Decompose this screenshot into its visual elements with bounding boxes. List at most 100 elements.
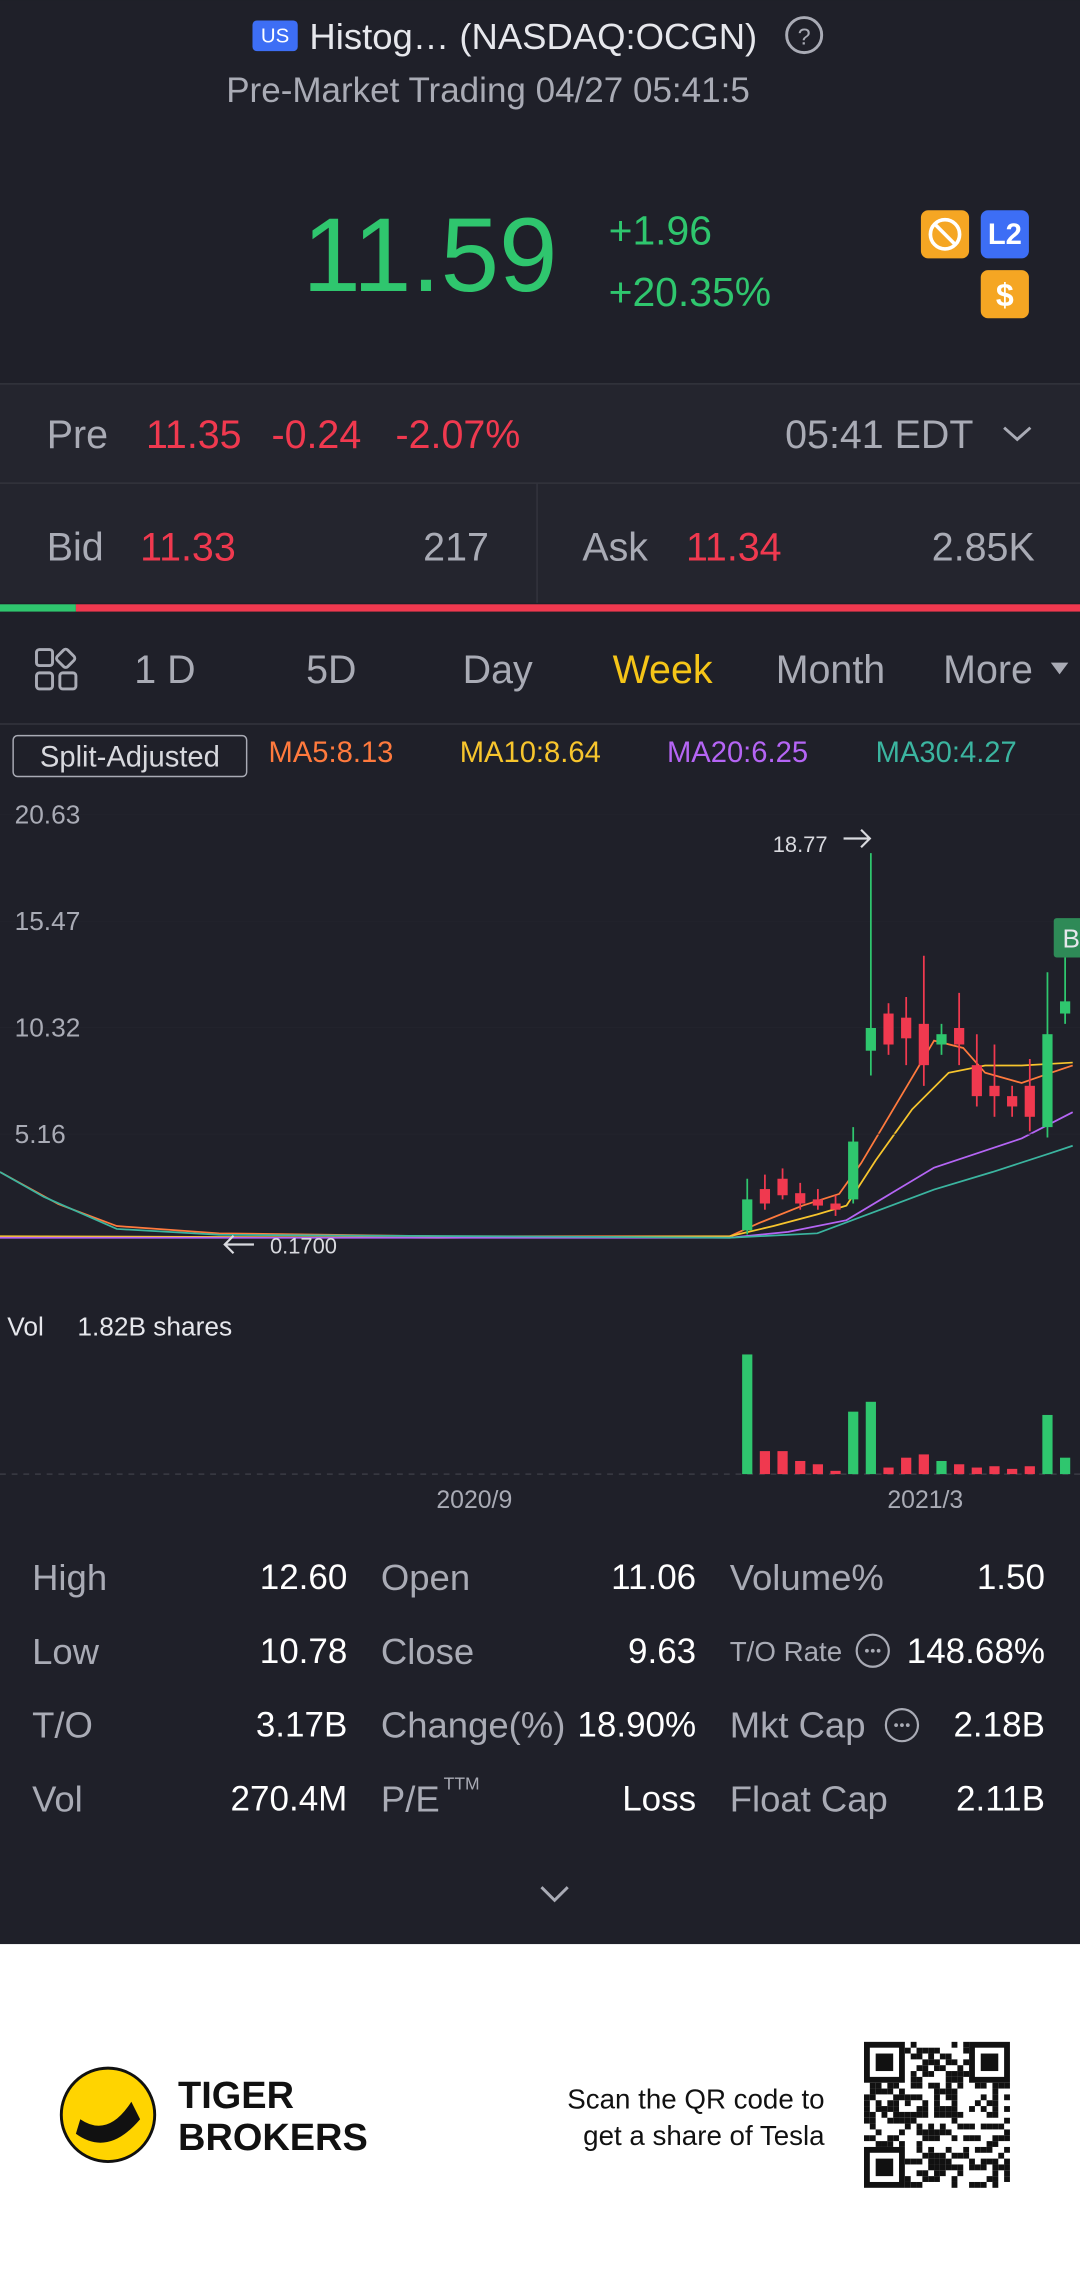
volume-bar — [742, 1354, 753, 1475]
qr-module — [864, 2135, 870, 2142]
help-icon-glyph: ? — [798, 24, 811, 50]
qr-module — [974, 2100, 981, 2107]
candle-body — [812, 1199, 823, 1206]
qr-module — [934, 2135, 940, 2142]
volume-bar — [865, 1401, 876, 1475]
qr-finder — [875, 2053, 894, 2072]
qr-module — [969, 2164, 975, 2171]
stat-label: Mkt Cap — [730, 1705, 866, 1746]
qr-module — [963, 2135, 970, 2142]
max-label: 18.77 — [773, 832, 828, 857]
tab[interactable]: Month — [776, 648, 885, 692]
qr-module — [893, 2100, 900, 2107]
qr-module — [945, 2059, 952, 2066]
marker-bg — [1053, 918, 1080, 958]
qr-module — [881, 2088, 888, 2095]
qr-module — [951, 2152, 958, 2159]
candle-body — [795, 1193, 806, 1204]
info-icon[interactable] — [884, 1708, 920, 1743]
chevron[interactable] — [1003, 426, 1032, 442]
qr-module — [899, 2088, 905, 2095]
qr-module — [893, 2082, 900, 2089]
brand: TIGER — [178, 2075, 294, 2117]
stat-label: Volume% — [730, 1557, 884, 1598]
qr-module — [916, 2129, 923, 2136]
qr-module — [969, 2123, 975, 2130]
y-tick-label: 10.32 — [15, 1013, 81, 1043]
more-arrow[interactable] — [1050, 662, 1069, 675]
layout-icon[interactable] — [35, 647, 78, 691]
qr-module — [899, 2111, 905, 2118]
qr-module — [1004, 2129, 1010, 2136]
qr-module — [939, 2111, 946, 2118]
ma-label: MA30:4.27 — [876, 737, 1017, 769]
qr-module — [945, 2088, 952, 2095]
currency-badge: $ — [996, 277, 1014, 313]
qr-module — [963, 2047, 970, 2054]
qr-module — [980, 2158, 987, 2165]
qr-module — [951, 2135, 958, 2142]
volume-bar — [1007, 1468, 1018, 1475]
qr-module — [934, 2065, 940, 2072]
qr-module — [887, 2088, 894, 2095]
pre-time[interactable]: 05:41 EDT — [785, 413, 973, 457]
level-badge-bg[interactable] — [980, 210, 1029, 259]
qr-module — [916, 2065, 923, 2072]
help-icon[interactable] — [785, 16, 824, 55]
volume-bar — [759, 1451, 771, 1475]
qr-module — [1004, 2117, 1010, 2124]
qr-module — [922, 2071, 929, 2077]
qr-module — [957, 2152, 964, 2159]
qr-module — [992, 2094, 999, 2101]
qr-module — [974, 2135, 981, 2142]
qr-module — [974, 2146, 981, 2153]
qr-module — [922, 2111, 929, 2118]
qr-module — [887, 2082, 894, 2089]
tab[interactable]: 5D — [306, 648, 356, 692]
qr-module — [934, 2170, 940, 2177]
qr-module — [922, 2100, 929, 2107]
qr-module — [939, 2053, 946, 2060]
brand: BROKERS — [178, 2117, 368, 2159]
qr-module — [934, 2047, 940, 2054]
qr-module — [945, 2053, 952, 2060]
qr-module — [951, 2094, 958, 2101]
tab[interactable]: More — [943, 648, 1033, 692]
qr-module — [986, 2111, 993, 2118]
qr-module — [910, 2041, 917, 2048]
currency-badge-bg[interactable] — [980, 270, 1029, 319]
qr-module — [957, 2076, 964, 2083]
tab[interactable]: Week — [613, 648, 713, 692]
stat-value: 3.17B — [256, 1706, 348, 1745]
x-tick-label: 2021/3 — [887, 1487, 963, 1514]
qr-module — [957, 2111, 964, 2118]
qr-module — [887, 2117, 894, 2124]
volume-bar — [901, 1457, 912, 1475]
qr-module — [922, 2059, 929, 2066]
qr-module — [869, 2135, 876, 2142]
volume-bar — [777, 1451, 788, 1475]
qr-module — [974, 2082, 981, 2089]
info-icon[interactable] — [855, 1633, 890, 1668]
qr-module — [881, 2111, 888, 2118]
qr-module — [969, 2158, 975, 2165]
qr-module — [980, 2146, 987, 2153]
tab[interactable]: Day — [463, 648, 533, 692]
tab[interactable]: 1 D — [134, 648, 195, 692]
tab-bar: 1 D 5D Day Week Month More — [134, 648, 1033, 692]
qr-module — [916, 2053, 923, 2060]
qr-module — [939, 2158, 946, 2165]
candle-body — [1042, 1034, 1053, 1128]
qr-module — [922, 2176, 929, 2182]
candle-body — [954, 1027, 965, 1045]
expand-chevron[interactable] — [540, 1886, 569, 1903]
qr-module — [864, 2111, 870, 2118]
qr-module — [904, 2181, 911, 2188]
qr-module — [939, 2129, 946, 2136]
ask-bar — [75, 604, 1080, 612]
qr-module — [904, 2047, 911, 2054]
qr-module — [916, 2082, 923, 2089]
qr-module — [910, 2076, 917, 2083]
stat-value: 1.50 — [977, 1558, 1045, 1597]
